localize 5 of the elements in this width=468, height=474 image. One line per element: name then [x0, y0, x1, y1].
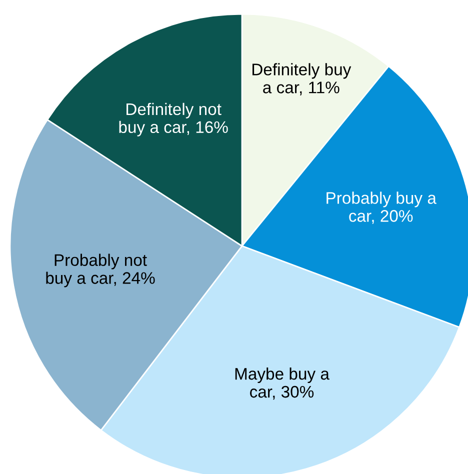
slice-label: Definitely not buy a car, 16% [119, 102, 228, 136]
slice-label: Probably not buy a car, 24% [46, 254, 155, 288]
slice-label: Definitely buy a car, 11% [252, 63, 352, 96]
slice-label: Probably buy a car, 20% [326, 192, 436, 224]
slice-label: Maybe buy a car, 30% [235, 367, 330, 400]
